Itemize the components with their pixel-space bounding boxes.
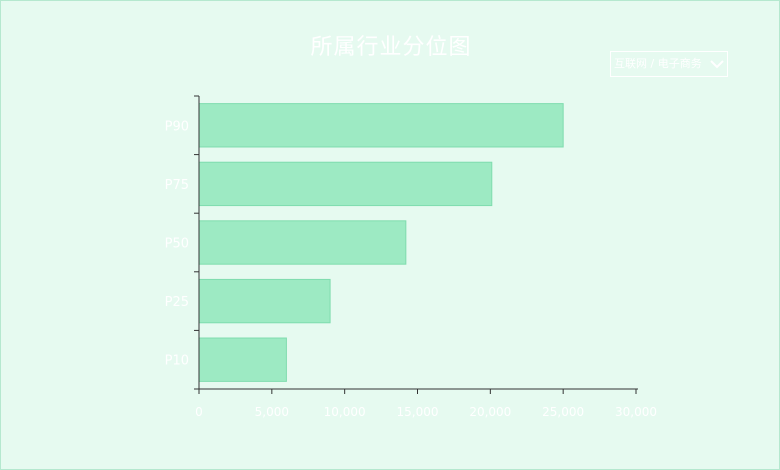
bar-p25 (198, 278, 331, 324)
bar-p90 (198, 103, 564, 148)
bar-p75 (198, 161, 493, 207)
y-tick-label-p75: P75 (165, 178, 189, 193)
industry-dropdown[interactable]: 互联网 / 电子商务 (610, 51, 728, 77)
x-tick-label: 15,000 (397, 405, 439, 419)
bar-p50 (198, 220, 407, 265)
x-tick-label: 30,000 (615, 405, 657, 419)
y-tick-label-p50: P50 (165, 237, 189, 252)
y-tick-label-p25: P25 (165, 295, 189, 310)
bar-p10 (198, 337, 287, 382)
x-tick-label: 25,000 (542, 405, 584, 419)
chevron-down-icon (710, 56, 724, 80)
x-tick-label: 5,000 (255, 405, 289, 419)
x-tick-label: 0 (195, 405, 203, 419)
chart-title: 所属行业分位图 (310, 35, 472, 60)
x-tick-label: 20,000 (469, 405, 511, 419)
x-tick-label: 10,000 (324, 405, 366, 419)
y-tick-label-p10: P10 (165, 354, 189, 369)
y-tick-label-p90: P90 (165, 119, 189, 134)
industry-dropdown-value: 互联网 / 电子商务 (614, 57, 702, 70)
